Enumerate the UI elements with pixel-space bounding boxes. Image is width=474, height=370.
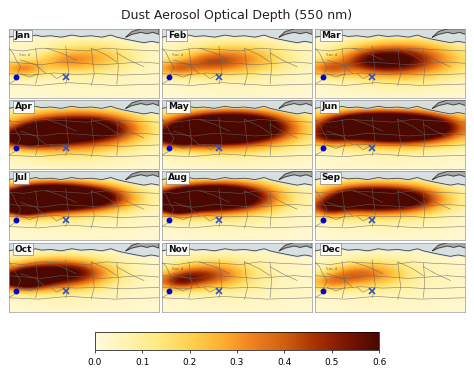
Text: Mar: Mar [321, 31, 341, 40]
Polygon shape [432, 29, 465, 37]
Text: Dust Aerosol Optical Depth (550 nm): Dust Aerosol Optical Depth (550 nm) [121, 9, 353, 22]
Text: Sac d: Sac d [173, 196, 183, 200]
Polygon shape [279, 100, 312, 108]
Polygon shape [126, 100, 159, 108]
Polygon shape [432, 171, 465, 179]
Polygon shape [432, 100, 465, 108]
Text: Sac d: Sac d [173, 267, 183, 271]
Polygon shape [126, 243, 159, 251]
Polygon shape [432, 243, 465, 251]
Polygon shape [126, 171, 159, 179]
Polygon shape [279, 171, 312, 179]
Text: Nov: Nov [168, 245, 187, 253]
Text: Jun: Jun [321, 102, 337, 111]
Polygon shape [279, 29, 312, 37]
Text: Oct: Oct [15, 245, 32, 253]
Text: Jan: Jan [15, 31, 30, 40]
Text: Sac d: Sac d [173, 125, 183, 129]
Text: Sac d: Sac d [326, 125, 337, 129]
Text: Sac d: Sac d [19, 267, 30, 271]
Text: Sac d: Sac d [19, 196, 30, 200]
Text: Dec: Dec [321, 245, 340, 253]
Text: Aug: Aug [168, 174, 188, 182]
Text: Apr: Apr [15, 102, 32, 111]
Text: Sac d: Sac d [326, 53, 337, 57]
Text: May: May [168, 102, 189, 111]
Text: Sac d: Sac d [326, 267, 337, 271]
Text: Sep: Sep [321, 174, 340, 182]
Text: Sac d: Sac d [173, 53, 183, 57]
Text: Sac d: Sac d [19, 125, 30, 129]
Text: Jul: Jul [15, 174, 27, 182]
Polygon shape [279, 243, 312, 251]
Text: Feb: Feb [168, 31, 186, 40]
Text: Sac d: Sac d [326, 196, 337, 200]
Polygon shape [126, 29, 159, 37]
Text: Sac d: Sac d [19, 53, 30, 57]
